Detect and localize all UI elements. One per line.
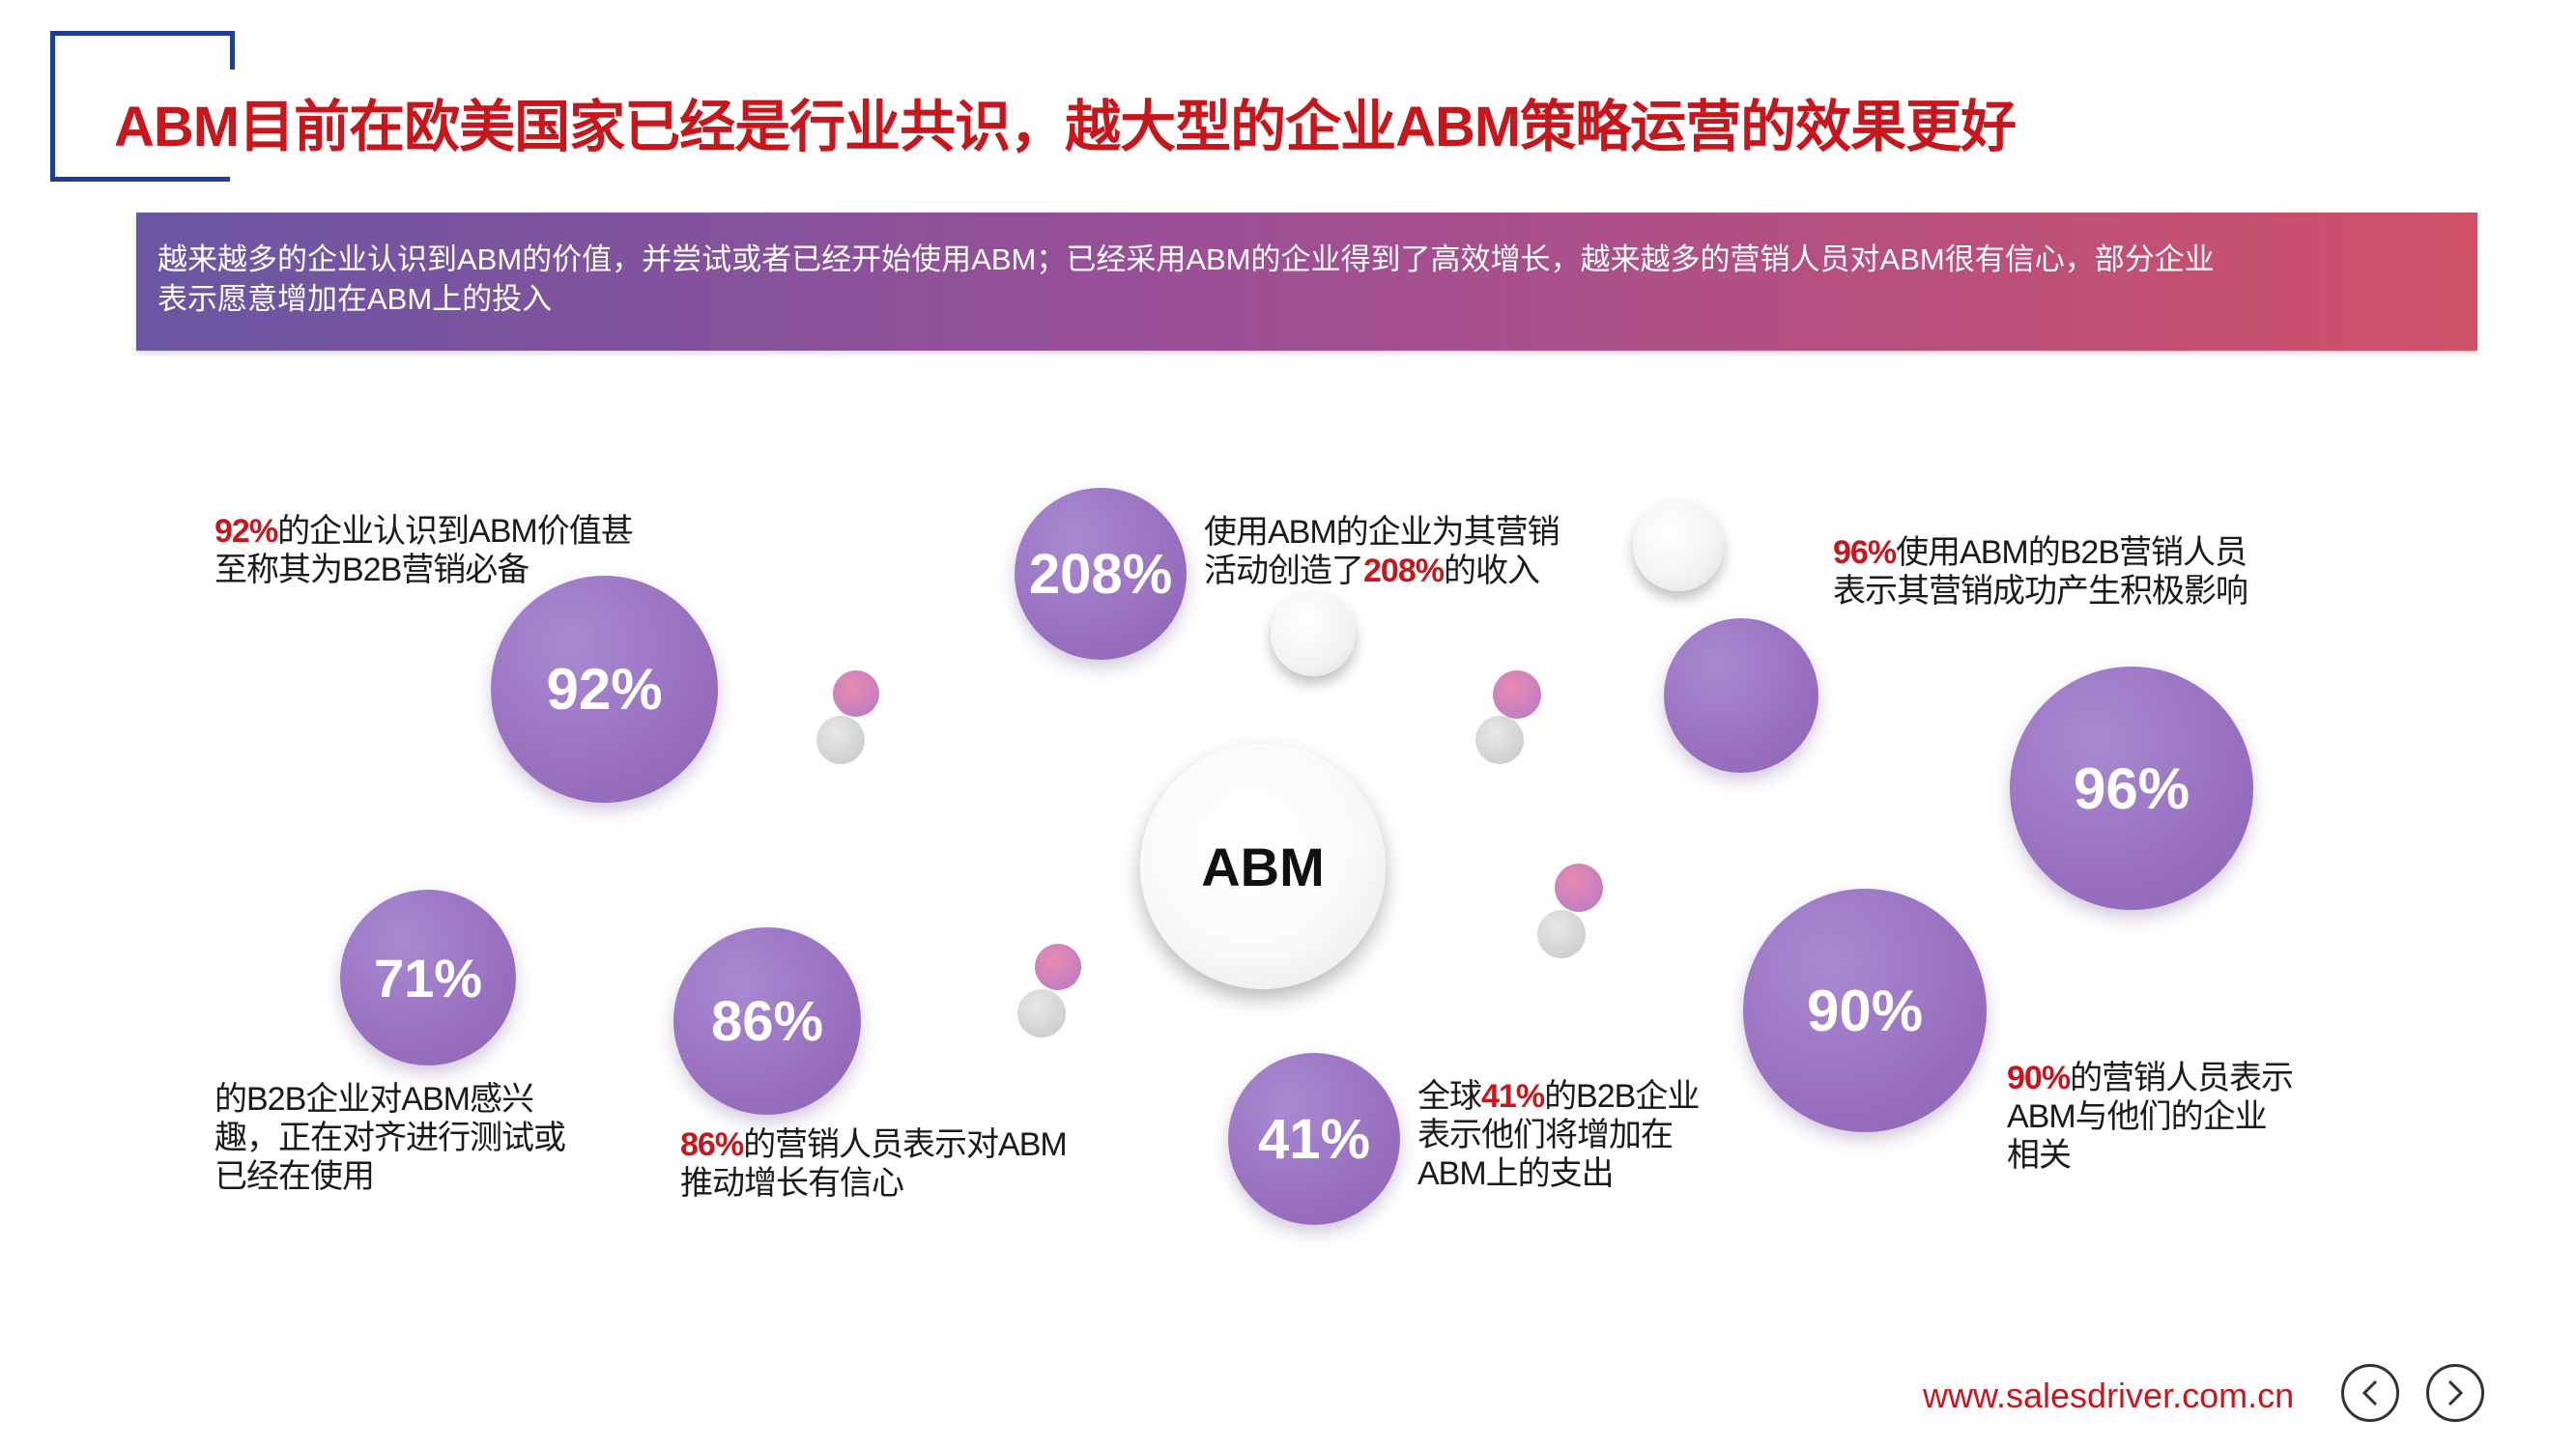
chevron-left-icon bbox=[2361, 1379, 2378, 1406]
caption-line: 活动创造了208%的收入 bbox=[1204, 552, 1560, 590]
stat-bubble-86: 86% bbox=[673, 927, 861, 1115]
stat-bubble-96: 96% bbox=[2010, 667, 2253, 910]
caption-text: 使用ABM的B2B营销人员 bbox=[1896, 534, 2247, 571]
caption-208: 使用ABM的企业为其营销 活动创造了208%的收入 bbox=[1204, 513, 1560, 590]
caption-highlight: 86% bbox=[680, 1126, 744, 1163]
caption-text: 的营销人员表示对ABM bbox=[743, 1126, 1068, 1163]
caption-line: 已经在使用 bbox=[215, 1158, 375, 1195]
decor-pink-dot bbox=[1555, 864, 1603, 912]
caption-text: 的收入 bbox=[1443, 553, 1540, 589]
stat-value: 71% bbox=[373, 947, 483, 1009]
stat-value: 86% bbox=[710, 989, 824, 1053]
caption-highlight: 96% bbox=[1833, 534, 1897, 571]
caption-line: ABM与他们的企业 bbox=[2007, 1098, 2268, 1135]
abm-center-label: ABM bbox=[1201, 836, 1325, 897]
stat-value: 92% bbox=[546, 657, 663, 722]
caption-highlight: 90% bbox=[2007, 1060, 2071, 1096]
caption-highlight: 41% bbox=[1481, 1078, 1545, 1115]
caption-line: 使用ABM的企业为其营销 bbox=[1204, 514, 1560, 551]
stat-bubble-90: 90% bbox=[1743, 889, 1987, 1132]
stat-bubble-71: 71% bbox=[340, 890, 516, 1065]
caption-line: 推动增长有信心 bbox=[680, 1165, 904, 1202]
decor-grey-dot bbox=[816, 716, 865, 764]
stat-value: 90% bbox=[1806, 978, 1924, 1043]
caption-line: 表示其营销成功产生积极影响 bbox=[1833, 573, 2248, 610]
caption-71: 的B2B企业对ABM感兴 趣，正在对齐进行测试或 已经在使用 bbox=[215, 1080, 566, 1196]
caption-line: ABM上的支出 bbox=[1417, 1155, 1615, 1192]
footer-website-link[interactable]: www.salesdriver.com.cn bbox=[1923, 1376, 2295, 1415]
caption-line: 92%的企业认识到ABM价值甚 bbox=[215, 512, 634, 551]
caption-highlight: 208% bbox=[1363, 553, 1445, 589]
caption-41: 全球41%的B2B企业 表示他们将增加在 ABM上的支出 bbox=[1417, 1077, 1700, 1193]
caption-line: 96%使用ABM的B2B营销人员 bbox=[1833, 533, 2247, 572]
decor-grey-dot bbox=[1475, 716, 1524, 764]
stat-bubble-92: 92% bbox=[491, 576, 718, 803]
decor-purple-bubble bbox=[1664, 618, 1818, 773]
decor-grey-dot bbox=[1537, 910, 1586, 958]
stat-bubble-41: 41% bbox=[1228, 1053, 1400, 1225]
chevron-right-icon bbox=[2447, 1379, 2464, 1406]
caption-96: 96%使用ABM的B2B营销人员 表示其营销成功产生积极影响 bbox=[1833, 533, 2248, 611]
caption-90: 90%的营销人员表示 ABM与他们的企业 相关 bbox=[2007, 1059, 2294, 1175]
prev-slide-button[interactable] bbox=[2341, 1364, 2399, 1422]
stat-bubble-208: 208% bbox=[1015, 488, 1187, 660]
caption-text: 的营销人员表示 bbox=[2070, 1060, 2294, 1096]
banner-line-2: 表示愿意增加在ABM上的投入 bbox=[157, 282, 553, 316]
title-bracket-decoration bbox=[50, 31, 235, 182]
caption-text: 活动创造了 bbox=[1204, 553, 1364, 589]
caption-line: 全球41%的B2B企业 bbox=[1417, 1077, 1700, 1116]
caption-line: 至称其为B2B营销必备 bbox=[215, 552, 530, 588]
stat-value: 41% bbox=[1257, 1107, 1371, 1171]
caption-text: 全球 bbox=[1417, 1078, 1482, 1115]
decor-grey-dot bbox=[1017, 989, 1066, 1037]
caption-86: 86%的营销人员表示对ABM 推动增长有信心 bbox=[680, 1125, 1068, 1203]
caption-line: 86%的营销人员表示对ABM bbox=[680, 1125, 1068, 1164]
decor-white-ball bbox=[1633, 500, 1724, 591]
summary-banner: 越来越多的企业认识到ABM的价值，并尝试或者已经开始使用ABM；已经采用ABM的… bbox=[136, 213, 2477, 351]
stat-value: 96% bbox=[2073, 755, 2190, 821]
caption-text: 的B2B企业 bbox=[1544, 1078, 1700, 1115]
decor-pink-dot bbox=[833, 670, 879, 717]
banner-line-1: 越来越多的企业认识到ABM的价值，并尝试或者已经开始使用ABM；已经采用ABM的… bbox=[157, 242, 2215, 276]
decor-pink-dot bbox=[1035, 944, 1081, 990]
caption-line: 相关 bbox=[2007, 1137, 2072, 1174]
next-slide-button[interactable] bbox=[2426, 1364, 2484, 1422]
caption-text: 的企业认识到ABM价值甚 bbox=[277, 513, 634, 550]
caption-line: 表示他们将增加在 bbox=[1417, 1117, 1674, 1153]
caption-line: 趣，正在对齐进行测试或 bbox=[215, 1120, 566, 1156]
caption-line: 90%的营销人员表示 bbox=[2007, 1059, 2294, 1097]
decor-pink-dot bbox=[1493, 670, 1541, 719]
stat-value: 208% bbox=[1028, 542, 1173, 606]
caption-92: 92%的企业认识到ABM价值甚 至称其为B2B营销必备 bbox=[215, 512, 634, 589]
decor-white-ball bbox=[1271, 591, 1356, 676]
caption-line: 的B2B企业对ABM感兴 bbox=[215, 1081, 534, 1118]
page-title: ABM目前在欧美国家已经是行业共识，越大型的企业ABM策略运营的效果更好 bbox=[114, 96, 2017, 158]
caption-highlight: 92% bbox=[215, 513, 278, 550]
abm-center-circle: ABM bbox=[1140, 744, 1386, 989]
